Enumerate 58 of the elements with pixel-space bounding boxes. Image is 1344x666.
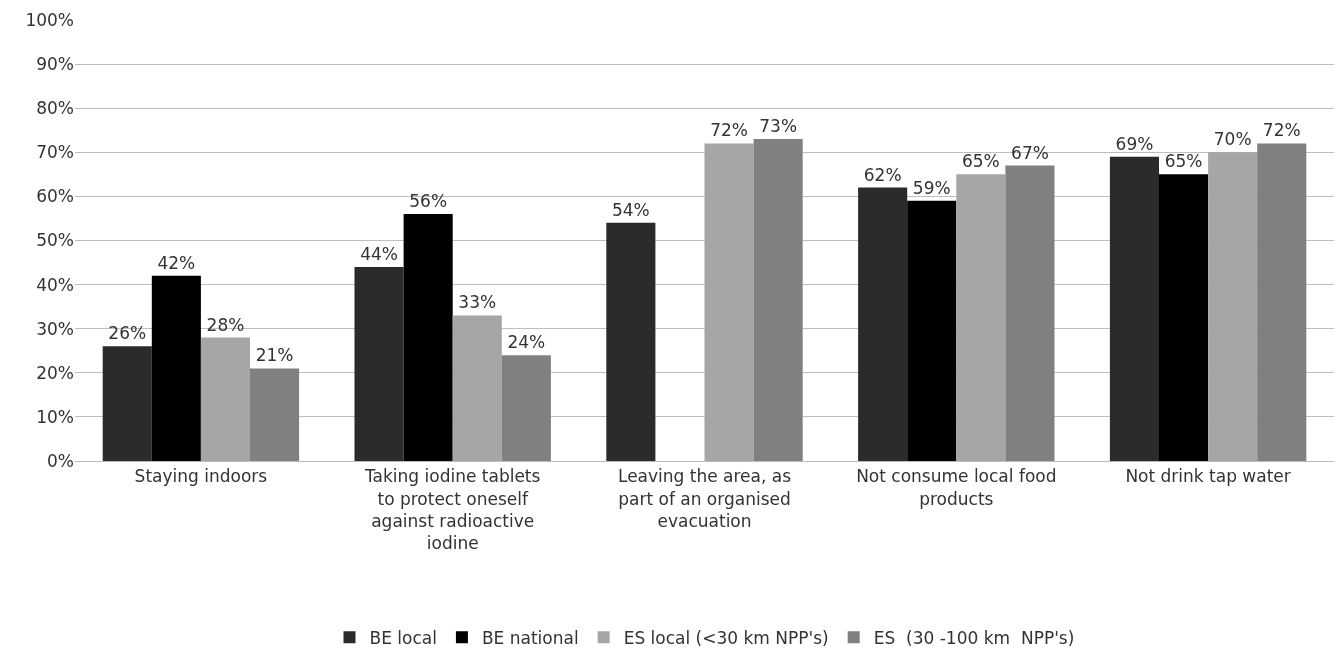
data-label: 44%	[360, 243, 398, 264]
data-label: 65%	[961, 151, 1000, 172]
data-label: 28%	[206, 314, 245, 335]
data-label: 21%	[255, 345, 294, 366]
data-label: 24%	[507, 332, 546, 353]
bar	[704, 143, 754, 461]
y-tick-label: 70%	[36, 142, 74, 163]
x-tick-label: Not drink tap water	[1125, 466, 1291, 487]
legend-label: BE national	[481, 627, 579, 648]
bar	[858, 187, 908, 461]
data-label: 70%	[1213, 129, 1252, 150]
bar	[250, 368, 300, 461]
bar	[102, 346, 152, 461]
data-label: 33%	[458, 292, 497, 313]
bar	[1257, 143, 1307, 461]
data-label: 54%	[611, 199, 650, 220]
bar	[606, 222, 656, 461]
y-tick-label: 50%	[36, 230, 74, 251]
bar	[501, 355, 551, 461]
data-label: 42%	[157, 252, 196, 273]
data-label: 67%	[1011, 142, 1049, 163]
bar	[907, 200, 957, 461]
y-tick-label: 20%	[36, 362, 74, 383]
bar	[452, 315, 502, 461]
legend-label: ES local (<30 km NPP's)	[623, 627, 829, 648]
data-label: 26%	[108, 323, 147, 344]
y-tick-label: 90%	[36, 54, 74, 75]
legend-label: BE local	[369, 627, 437, 648]
y-tick-label: 10%	[36, 406, 74, 427]
bar	[354, 266, 404, 461]
x-tick-label: Leaving the area, as part of an organised evacuation	[617, 466, 792, 531]
y-tick-label: 40%	[36, 274, 74, 295]
y-tick-label: 0%	[47, 450, 74, 471]
x-tick-label: Not consume local food products	[856, 466, 1057, 509]
bar	[753, 139, 803, 461]
data-label: 72%	[1262, 120, 1301, 141]
bar	[1208, 152, 1258, 461]
x-tick-label: Staying indoors	[134, 466, 268, 487]
bar	[151, 275, 201, 461]
y-tick-label: 100%	[25, 9, 74, 30]
y-tick-label: 30%	[36, 318, 74, 339]
y-tick-label: 60%	[36, 186, 74, 207]
bar	[403, 214, 453, 461]
data-label: 62%	[863, 164, 902, 185]
data-label: 73%	[759, 116, 798, 137]
bar	[956, 174, 1006, 461]
x-tick-label: Taking iodine tablets to protect oneself against radioactive iodine	[364, 466, 541, 553]
data-label: 56%	[409, 191, 448, 212]
data-label: 69%	[1115, 133, 1154, 154]
bar	[1005, 165, 1055, 461]
data-label: 72%	[710, 120, 748, 141]
data-label: 59%	[912, 177, 951, 198]
bar	[1109, 156, 1159, 461]
bar	[200, 337, 250, 461]
y-tick-label: 80%	[36, 98, 74, 119]
bar	[1159, 174, 1209, 461]
legend-label: ES (30 -100 km NPP's)	[873, 627, 1075, 648]
data-label: 65%	[1164, 151, 1203, 172]
